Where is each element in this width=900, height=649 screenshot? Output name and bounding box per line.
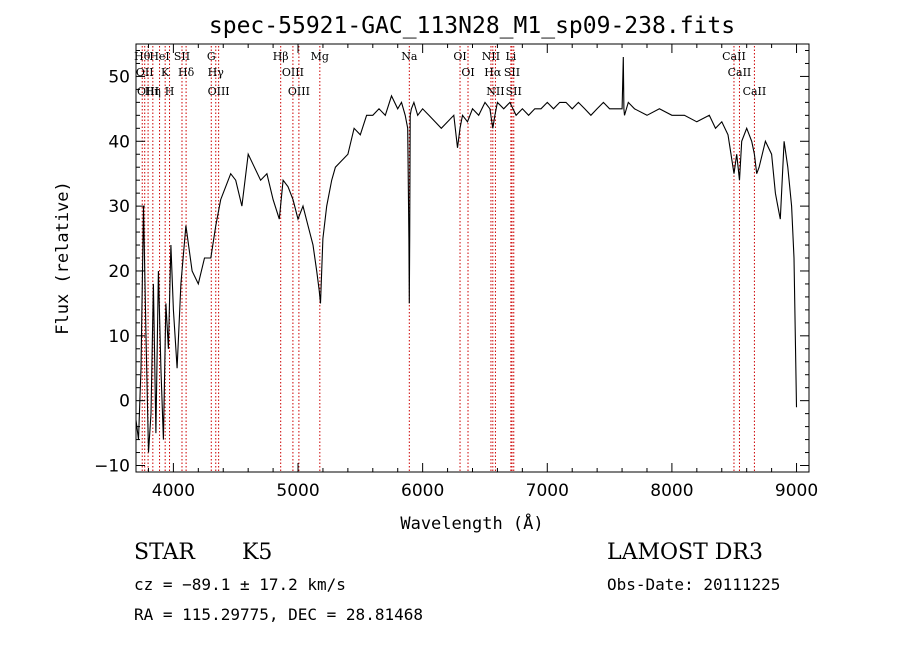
line-label-21: NII [486, 85, 504, 98]
y-tick-label-5: 40 [108, 132, 130, 152]
coordinates: RA = 115.29775, DEC = 28.81468 [134, 605, 423, 624]
line-label-12: Hβ [273, 50, 289, 63]
x-tick-label-3: 7000 [526, 481, 569, 501]
object-subclass: K5 [242, 540, 273, 565]
line-label-0: Hθ [134, 50, 151, 63]
x-tick-label-2: 6000 [401, 481, 444, 501]
y-tick-label-4: 30 [108, 197, 130, 217]
y-axis-ticks: −10 0 10 20 30 40 50 [94, 49, 809, 477]
line-label-3: Hη [145, 85, 161, 98]
line-label-7: SII [174, 50, 190, 63]
x-tick-label-5: 9000 [775, 481, 818, 501]
y-tick-label-3: 20 [108, 262, 130, 282]
line-label-9: G [207, 50, 216, 63]
line-label-25: CaII [722, 50, 746, 63]
line-label-23: SII [504, 66, 520, 79]
chart-title: spec-55921-GAC_113N28_M1_sp09-238.fits [209, 13, 735, 39]
line-label-14: OIII [288, 85, 310, 98]
y-axis-label: Flux (relative) [53, 181, 73, 335]
emission-line-labels: HθOIIOIIIHηHeIKHSIIHδGHγOIIIHβOIIIOIIIMg… [134, 50, 766, 98]
spectrum-line [135, 56, 798, 453]
line-label-11: OIII [208, 85, 230, 98]
line-label-1: OII [136, 66, 154, 79]
line-label-15: Mg [311, 50, 329, 63]
line-label-5: K [161, 66, 170, 79]
line-label-4: HeI [149, 50, 169, 63]
line-label-18: OI [461, 66, 474, 79]
y-tick-label-2: 10 [108, 327, 130, 347]
line-label-19: NII [482, 50, 500, 63]
line-label-17: OI [453, 50, 466, 63]
line-label-6: H [165, 85, 175, 98]
x-tick-label-0: 4000 [152, 481, 195, 501]
line-label-16: Na [401, 50, 418, 63]
observation-date: Obs-Date: 20111225 [607, 575, 781, 594]
line-label-27: CaII [743, 85, 767, 98]
line-label-24: SII [506, 85, 522, 98]
line-label-26: CaII [728, 66, 752, 79]
x-tick-label-1: 5000 [276, 481, 319, 501]
survey-name: LAMOST DR3 [607, 540, 763, 565]
line-label-13: OIII [282, 66, 304, 79]
y-tick-label-6: 50 [108, 67, 130, 87]
redshift-cz: cz = −89.1 ± 17.2 km/s [134, 575, 346, 594]
x-axis-label: Wavelength (Å) [400, 512, 543, 534]
y-tick-label-1: 0 [119, 392, 130, 412]
line-label-2: OIII [137, 85, 159, 98]
object-class: STAR [134, 540, 195, 565]
line-label-10: Hγ [208, 66, 225, 79]
line-label-22: Li [505, 50, 516, 63]
x-tick-label-4: 8000 [650, 481, 693, 501]
x-axis-ticks: 4000 5000 6000 7000 8000 9000 [147, 44, 818, 501]
spectrum-chart: spec-55921-GAC_113N28_M1_sp09-238.fits H… [53, 13, 818, 534]
line-label-20: Hα [484, 66, 502, 79]
line-label-8: Hδ [178, 66, 195, 79]
y-tick-label-0: −10 [94, 457, 130, 477]
